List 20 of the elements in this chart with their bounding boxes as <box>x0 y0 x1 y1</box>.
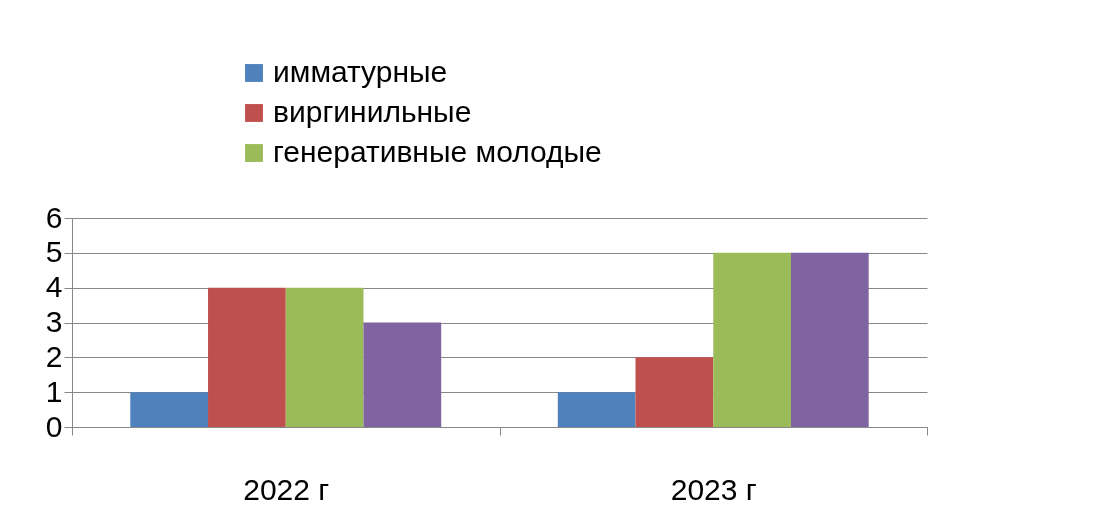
legend-label: виргинильные <box>273 95 472 128</box>
bar <box>635 357 714 427</box>
y-tick-label: 4 <box>45 270 63 304</box>
bar <box>790 252 869 427</box>
y-tick-label: 6 <box>45 200 63 234</box>
legend-label: генеративные молодые <box>273 135 602 168</box>
y-tick-label: 2 <box>45 339 63 373</box>
legend-label: имматурные <box>273 55 448 88</box>
bar <box>208 287 286 427</box>
x-tick-label: 2022 г <box>243 472 330 505</box>
y-tick-label: 0 <box>45 409 63 443</box>
bar <box>285 287 364 427</box>
y-tick-label: 5 <box>45 235 63 269</box>
y-tick-label: 1 <box>45 374 63 408</box>
bar <box>130 392 209 427</box>
bar <box>363 322 442 427</box>
bar <box>713 252 791 427</box>
y-tick-label: 3 <box>45 305 63 338</box>
x-tick-label: 2023 г <box>670 472 757 505</box>
bar <box>557 392 636 427</box>
